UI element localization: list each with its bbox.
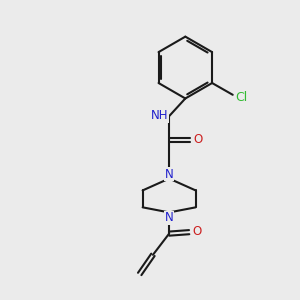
Text: NH: NH (151, 109, 169, 122)
Text: N: N (165, 168, 173, 181)
Text: O: O (192, 225, 201, 238)
Text: N: N (165, 211, 173, 224)
Text: Cl: Cl (235, 91, 247, 104)
Text: O: O (193, 133, 202, 146)
